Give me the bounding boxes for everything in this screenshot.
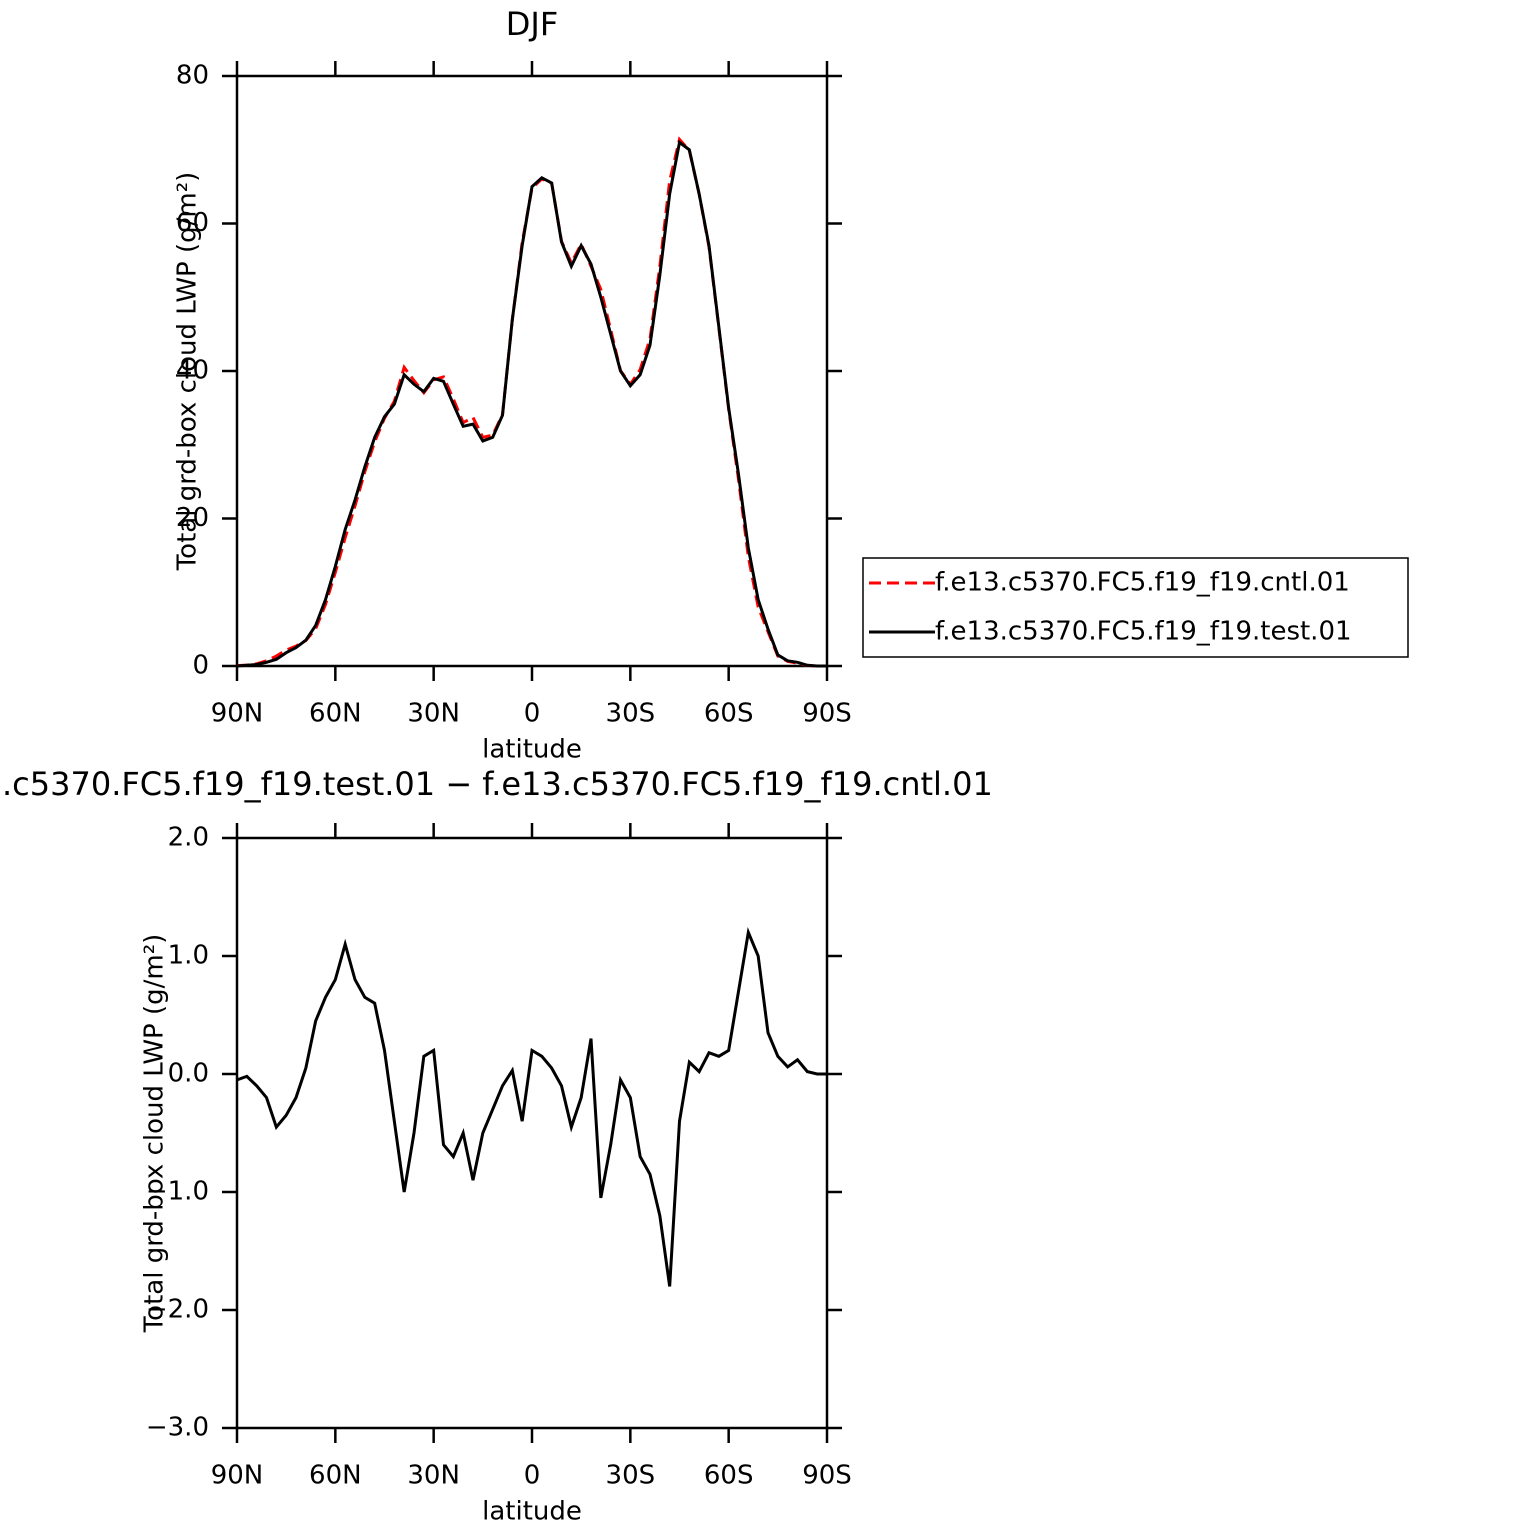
y-tick-label: 40	[176, 356, 209, 386]
chart-title: .c5370.FC5.f19_f19.test.01 − f.e13.c5370…	[2, 765, 993, 803]
data-line	[236, 927, 827, 1287]
x-tick-label: 30S	[606, 1461, 656, 1491]
x-axis-label: latitude	[482, 735, 582, 765]
y-axis-label: Total grd-box cloud LWP (g/m²)	[140, 934, 170, 1334]
y-tick-label: 1.0	[168, 941, 209, 971]
x-tick-label: 90S	[802, 1461, 852, 1491]
x-tick-label: 30N	[407, 699, 460, 729]
plot-frame	[235, 74, 829, 668]
x-tick-label: 90S	[802, 699, 852, 729]
x-tick-label: 30N	[407, 1461, 460, 1491]
y-tick-label: −1.0	[146, 1177, 209, 1207]
chart-title: DJF	[506, 5, 558, 43]
y-tick-label: −2.0	[146, 1295, 209, 1325]
y-tick-label: −3.0	[146, 1413, 209, 1443]
data-line	[236, 136, 827, 668]
legend-label: f.e13.c5370.FC5.f19_f19.test.01	[935, 617, 1352, 647]
x-tick-label: 60S	[704, 1461, 754, 1491]
x-tick-label: 0	[524, 699, 541, 729]
plot-frame	[235, 836, 829, 1430]
y-tick-label: 0	[192, 651, 209, 681]
y-tick-label: 60	[176, 208, 209, 238]
x-tick-label: 0	[524, 1461, 541, 1491]
y-tick-label: 0.0	[168, 1059, 209, 1089]
x-tick-label: 60N	[309, 1461, 362, 1491]
y-tick-label: 80	[176, 61, 209, 91]
x-axis-label: latitude	[482, 1497, 582, 1527]
x-tick-label: 90N	[211, 699, 264, 729]
data-line	[236, 139, 827, 668]
x-tick-label: 90N	[211, 1461, 264, 1491]
legend-box	[862, 557, 1409, 658]
legend-label: f.e13.c5370.FC5.f19_f19.cntl.01	[935, 568, 1350, 598]
y-tick-label: 20	[176, 503, 209, 533]
x-tick-label: 30S	[606, 699, 656, 729]
y-tick-label: 2.0	[168, 823, 209, 853]
x-tick-label: 60S	[704, 699, 754, 729]
y-axis-label: Total grd-box cloud LWP (g/m²)	[173, 172, 203, 572]
x-tick-label: 60N	[309, 699, 362, 729]
